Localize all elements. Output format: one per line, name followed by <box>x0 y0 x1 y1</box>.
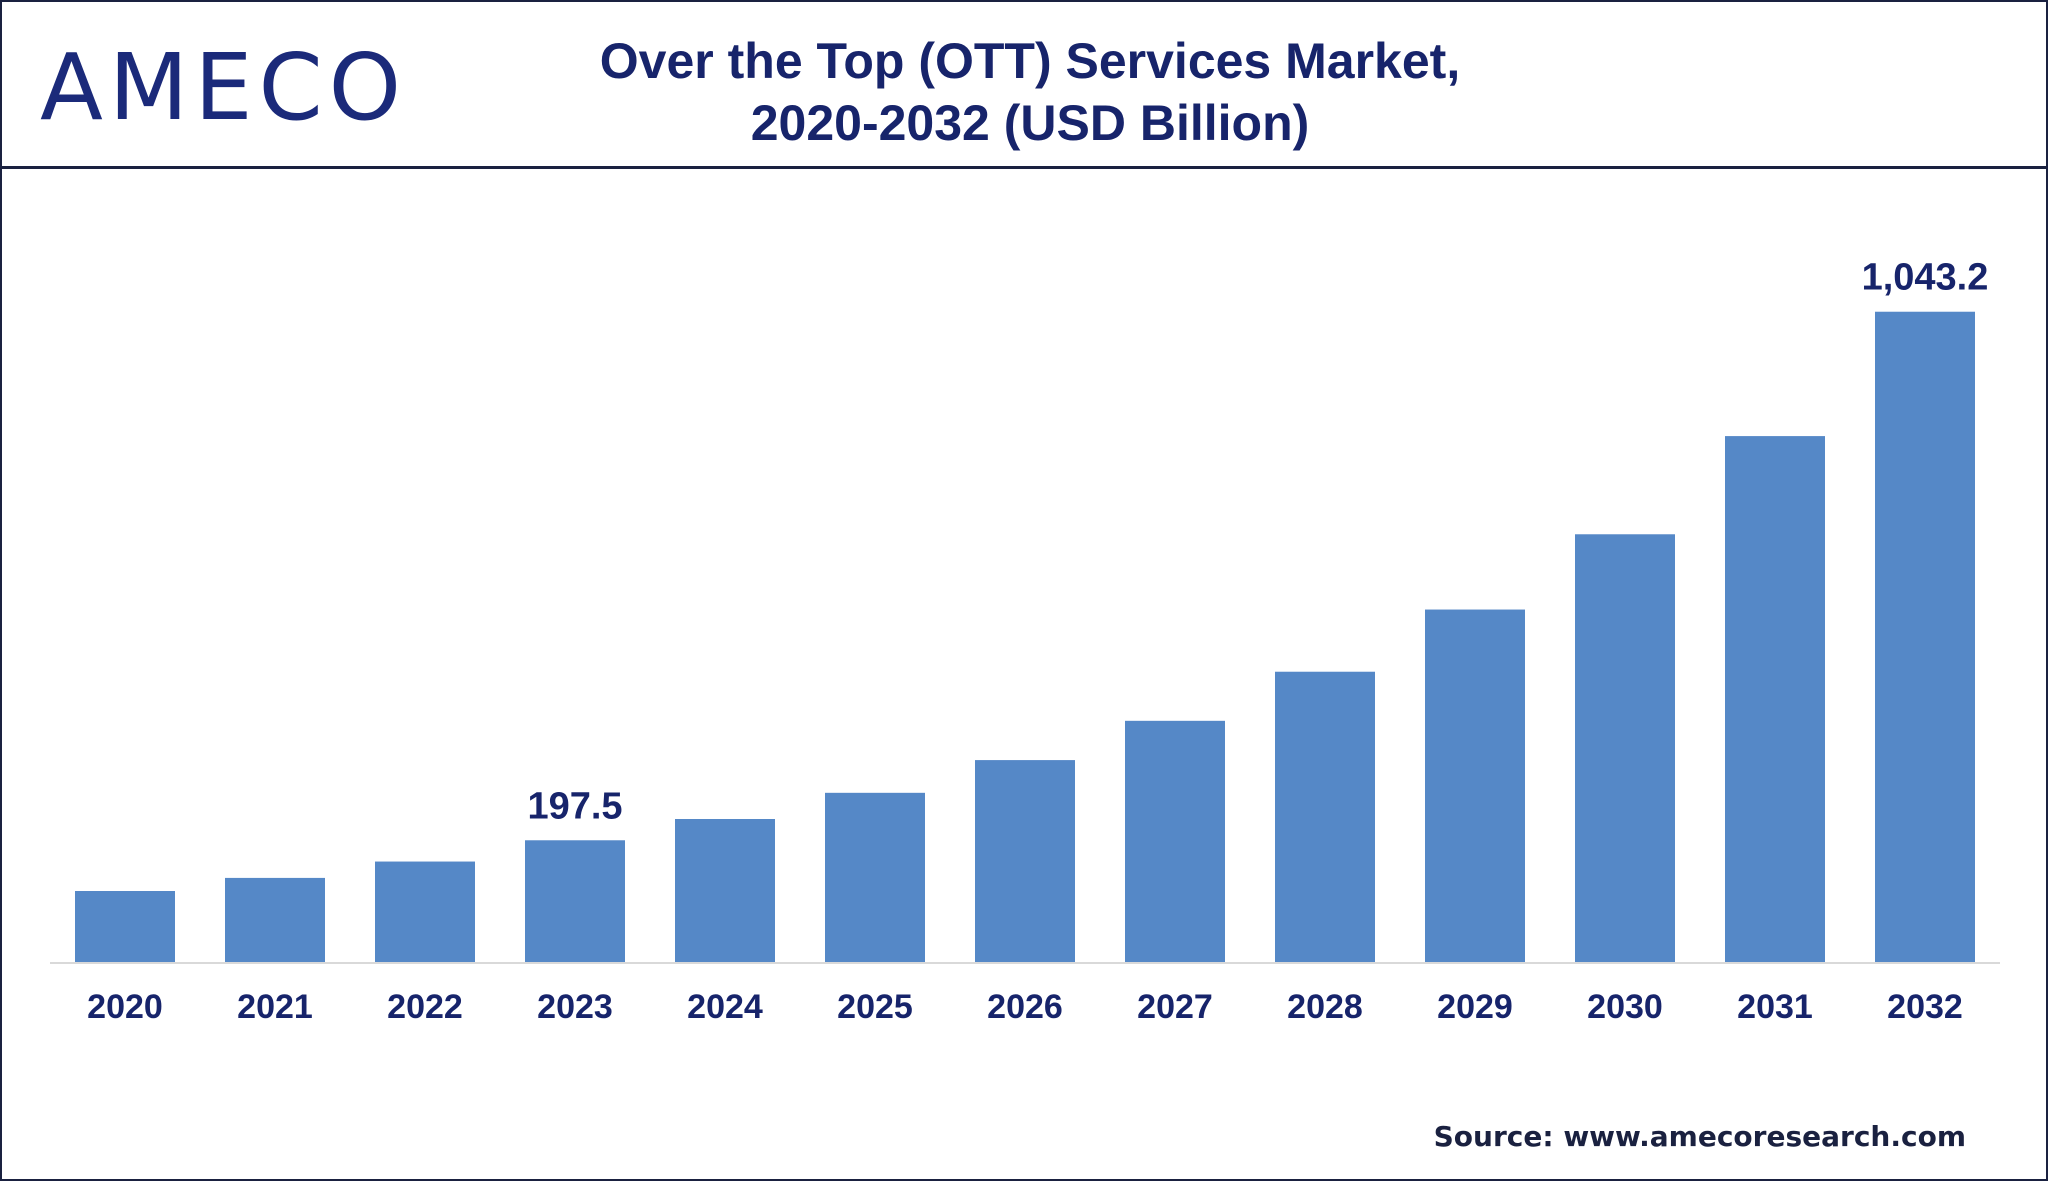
x-tick-label-2027: 2027 <box>1137 988 1213 1026</box>
x-tick-label-2032: 2032 <box>1887 988 1963 1026</box>
x-tick-label-2025: 2025 <box>837 988 913 1026</box>
data-label-2023: 197.5 <box>527 785 622 827</box>
labels-group: 2020 2021 2022 2023 2024 2025 2026 2027 2028 2029… <box>87 257 1988 1026</box>
header-divider <box>0 166 2048 169</box>
x-tick-label-2020: 2020 <box>87 988 163 1026</box>
bar-2022 <box>375 861 475 963</box>
bar-2031 <box>1725 436 1825 963</box>
x-tick-label-2022: 2022 <box>387 988 463 1026</box>
bar-2023 <box>525 840 625 963</box>
chart-title: Over the Top (OTT) Services Market, 2020… <box>430 30 1630 154</box>
chart-title-line-1: Over the Top (OTT) Services Market, <box>599 33 1461 89</box>
bar-2020 <box>75 891 175 963</box>
bar-2032 <box>1875 311 1975 963</box>
chart-title-line-2: 2020-2032 (USD Billion) <box>750 95 1310 151</box>
data-label-2032: 1,043.2 <box>1862 257 1989 299</box>
bars-group <box>75 311 1975 963</box>
x-tick-label-2028: 2028 <box>1287 988 1363 1026</box>
bar-2030 <box>1575 534 1675 963</box>
x-tick-label-2021: 2021 <box>237 988 313 1026</box>
x-tick-label-2023: 2023 <box>537 988 613 1026</box>
bar-2024 <box>675 819 775 963</box>
x-tick-label-2024: 2024 <box>687 988 763 1026</box>
bar-2025 <box>825 792 925 963</box>
x-tick-label-2030: 2030 <box>1587 988 1663 1026</box>
bar-2028 <box>1275 671 1375 963</box>
bar-2029 <box>1425 609 1525 963</box>
bar-2021 <box>225 877 325 963</box>
bar-2027 <box>1125 720 1225 963</box>
header: AMECO Over the Top (OTT) Services Market… <box>0 0 2048 166</box>
x-tick-label-2026: 2026 <box>987 988 1063 1026</box>
bar-2026 <box>975 760 1075 963</box>
x-tick-label-2029: 2029 <box>1437 988 1513 1026</box>
x-tick-label-2031: 2031 <box>1737 988 1813 1026</box>
source-note: Source: www.amecoresearch.com <box>1433 1120 1966 1153</box>
ameco-logo: AMECO <box>40 34 408 141</box>
